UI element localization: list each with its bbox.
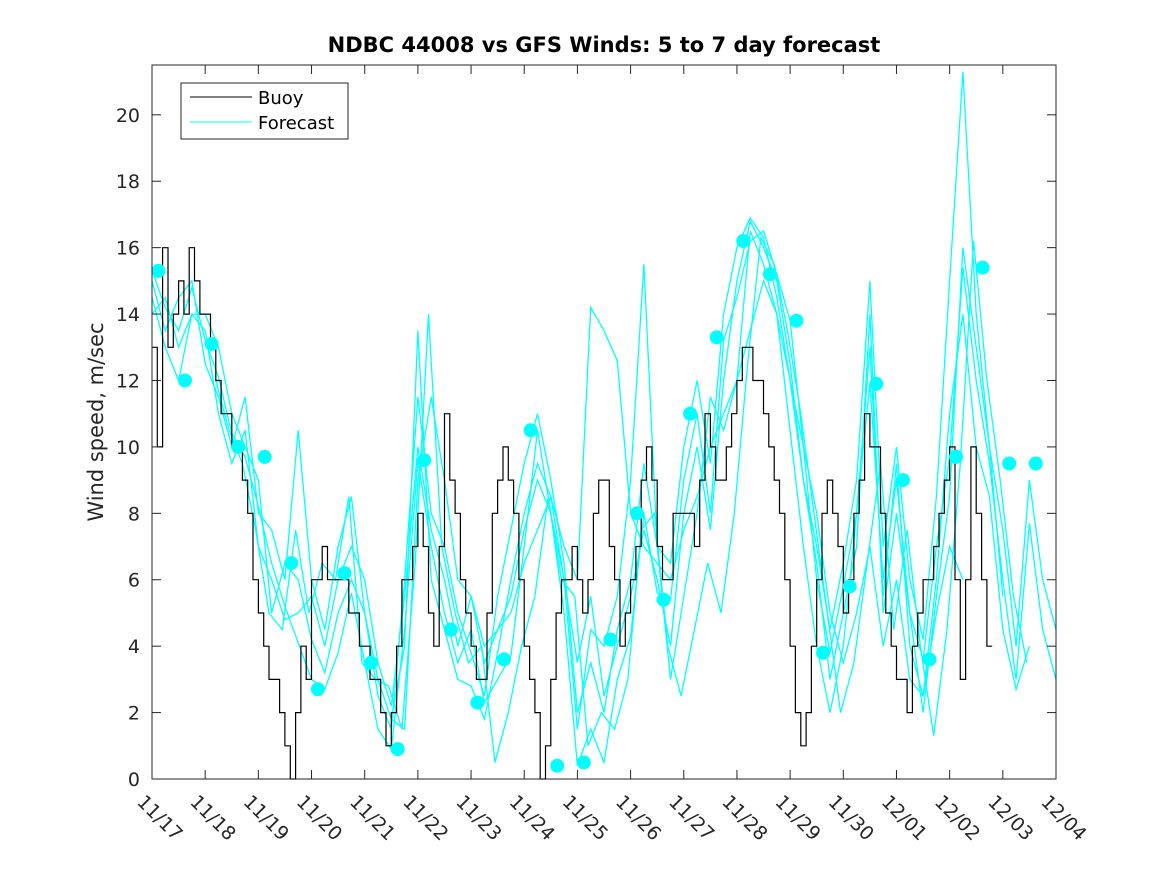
y-tick-label: 18 — [116, 171, 140, 193]
forecast-marker — [603, 632, 618, 647]
forecast-marker — [470, 695, 485, 710]
legend-buoy-label: Buoy — [258, 88, 304, 109]
forecast-marker — [709, 330, 724, 345]
forecast-marker — [630, 506, 644, 521]
plot-frame — [151, 64, 1057, 780]
forecast-series-1 — [151, 229, 1057, 766]
forecast-marker — [895, 473, 910, 488]
forecast-marker — [842, 579, 857, 594]
y-tick-label: 0 — [128, 769, 140, 791]
forecast-marker — [975, 260, 990, 275]
forecast-marker — [816, 645, 831, 660]
forecast-marker — [364, 655, 379, 670]
forecast-series-4 — [151, 219, 1004, 713]
y-axis: 0 2 4 6 8 10 12 14 16 18 20 — [116, 105, 1056, 791]
forecast-marker — [417, 453, 432, 468]
forecast-marker — [1028, 456, 1043, 471]
forecast-markers — [151, 234, 1043, 773]
y-tick-label: 8 — [128, 503, 140, 525]
forecast-marker — [922, 652, 937, 667]
forecast-marker — [656, 592, 671, 607]
forecast-marker — [310, 682, 325, 697]
forecast-marker — [204, 337, 219, 351]
y-tick-label: 16 — [116, 238, 140, 260]
forecast-marker — [151, 263, 166, 278]
forecast-marker — [523, 423, 538, 438]
y-axis-label: Wind speed, m/sec — [84, 322, 108, 521]
forecast-marker — [443, 622, 458, 637]
forecast-marker — [762, 267, 777, 282]
forecast-marker — [949, 449, 963, 464]
y-tick-label: 4 — [128, 636, 140, 658]
chart-title: NDBC 44008 vs GFS Winds: 5 to 7 day fore… — [328, 33, 881, 57]
forecast-series-2 — [151, 230, 1031, 730]
forecast-marker — [789, 313, 804, 328]
y-tick-label: 14 — [116, 304, 140, 326]
forecast-marker — [683, 406, 698, 421]
y-tick-label: 20 — [116, 105, 140, 127]
forecast-marker — [257, 449, 272, 464]
forecast-marker — [178, 373, 192, 388]
y-tick-label: 6 — [128, 570, 140, 592]
forecast-marker — [736, 234, 751, 248]
forecast-marker — [337, 566, 352, 581]
legend-box — [180, 82, 349, 140]
forecast-marker — [497, 652, 511, 667]
forecast-marker — [231, 439, 246, 454]
forecast-series-3 — [151, 71, 1057, 730]
forecast-marker — [1002, 456, 1017, 471]
y-tick-label: 12 — [116, 370, 140, 392]
forecast-marker — [390, 742, 405, 757]
plot-area — [152, 65, 1056, 779]
y-tick-label: 2 — [128, 703, 140, 725]
forecast-marker — [550, 758, 565, 773]
forecast-lines — [151, 71, 1057, 766]
legend-forecast-label: Forecast — [258, 113, 334, 134]
y-tick-label: 10 — [116, 437, 140, 459]
forecast-marker — [284, 556, 299, 571]
forecast-marker — [576, 755, 591, 770]
legend: Buoy Forecast — [180, 82, 349, 140]
forecast-marker — [869, 376, 884, 391]
